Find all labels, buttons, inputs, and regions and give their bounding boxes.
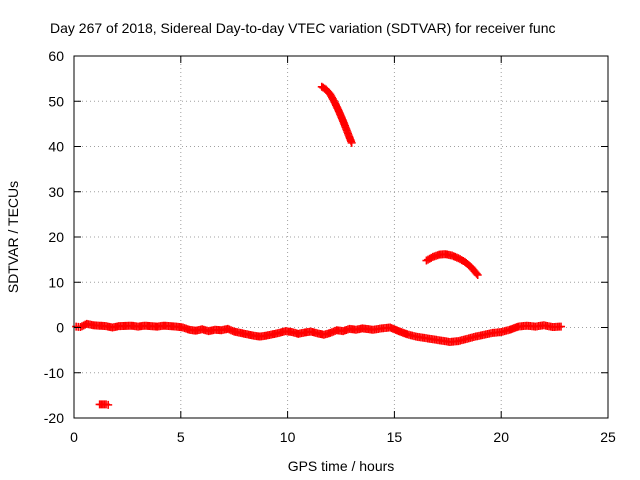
data-point [557, 322, 566, 331]
series-group [72, 319, 566, 346]
data-point [472, 269, 481, 278]
y-tick-label: 20 [48, 229, 64, 245]
chart-title: Day 267 of 2018, Sidereal Day-to-day VTE… [50, 20, 556, 36]
y-axis-title: SDTVAR / TECUs [5, 181, 21, 293]
x-tick-label: 5 [177, 429, 185, 445]
points-layer [72, 82, 566, 409]
y-tick-label: 30 [48, 184, 64, 200]
x-tick-label: 10 [280, 429, 296, 445]
grid-layer [74, 56, 608, 418]
data-point [347, 138, 356, 147]
data-point [473, 271, 482, 280]
x-tick-label: 15 [387, 429, 403, 445]
y-tick-label: 40 [48, 139, 64, 155]
series-group [317, 82, 356, 147]
series-group [422, 250, 482, 280]
series-group [95, 400, 113, 409]
y-tick-label: 60 [48, 48, 64, 64]
ticks-layer: 0 5 10 15 20 25 -20 -10 0 10 20 30 40 50 60 [44, 48, 616, 445]
x-tick-label: 0 [70, 429, 78, 445]
x-tick-label: 25 [600, 429, 616, 445]
y-tick-label: 10 [48, 274, 64, 290]
y-tick-label: -20 [44, 410, 64, 426]
y-tick-label: -10 [44, 365, 64, 381]
x-tick-label: 20 [493, 429, 509, 445]
data-point [104, 400, 113, 409]
y-tick-label: 0 [56, 320, 64, 336]
y-tick-label: 50 [48, 93, 64, 109]
x-axis-title: GPS time / hours [288, 458, 395, 474]
